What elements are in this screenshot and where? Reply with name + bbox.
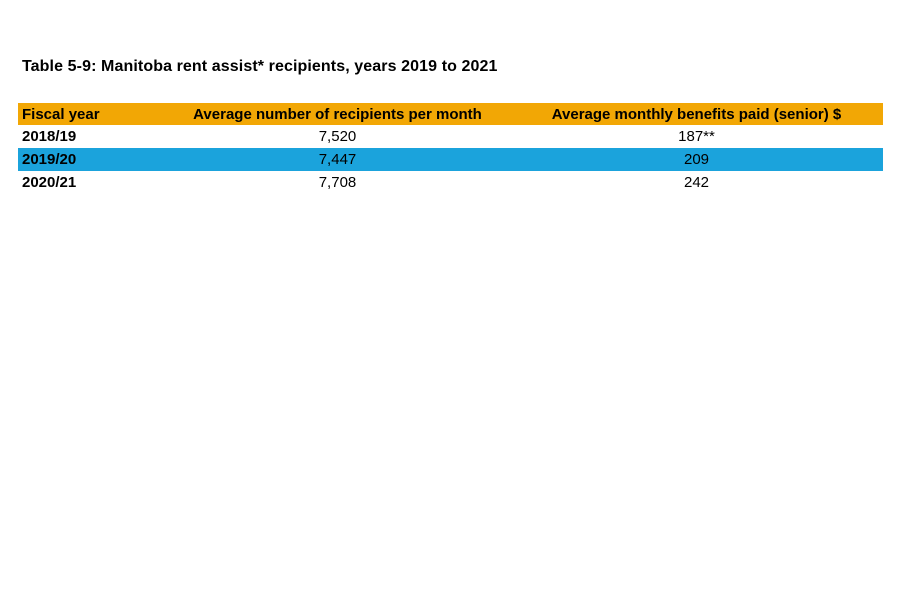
fiscal-year-cell: 2019/20 xyxy=(22,152,77,167)
fiscal-year-cell: 2020/21 xyxy=(22,175,77,190)
table-header-row: Fiscal year Average number of recipients… xyxy=(18,103,883,125)
avg-benefits-cell: 187** xyxy=(678,129,715,144)
header-avg-recipients: Average number of recipients per month xyxy=(193,106,482,122)
fiscal-year-cell: 2018/19 xyxy=(22,129,77,144)
rent-assist-table: Fiscal year Average number of recipients… xyxy=(18,103,883,194)
avg-recipients-cell: 7,520 xyxy=(318,129,357,144)
avg-recipients-cell: 7,708 xyxy=(318,175,357,190)
table-title: Table 5-9: Manitoba rent assist* recipie… xyxy=(22,58,498,75)
avg-recipients-cell: 7,447 xyxy=(318,152,357,167)
avg-benefits-cell: 209 xyxy=(683,152,710,167)
avg-benefits-cell: 242 xyxy=(683,175,710,190)
header-avg-benefits: Average monthly benefits paid (senior) $ xyxy=(551,106,842,122)
header-fiscal-year: Fiscal year xyxy=(22,106,100,122)
table-row-highlighted: 2019/20 7,447 209 xyxy=(18,148,883,171)
table-row: 2018/19 7,520 187** xyxy=(18,125,883,148)
table-row: 2020/21 7,708 242 xyxy=(18,171,883,194)
